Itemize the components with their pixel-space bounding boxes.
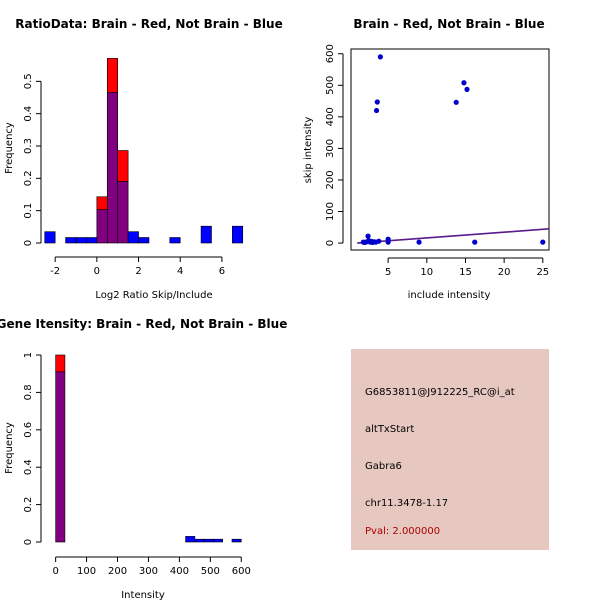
ratio-histogram-y-tick-label: 0: [23, 240, 34, 246]
ratio-histogram-y-tick-label: 0.4: [23, 106, 34, 122]
intensity-histogram-bar: [194, 538, 205, 543]
ratio-histogram-x-tick-label: 6: [219, 266, 225, 277]
scatter-x-tick-label: 20: [498, 267, 511, 278]
ratio-histogram-bar: [138, 237, 150, 244]
ratio-histogram-y-tick-label: 0.2: [23, 170, 34, 186]
intensity-histogram-y-tick-label: 0.2: [23, 497, 34, 513]
ratio-histogram-overlap-bar: [96, 209, 108, 244]
intensity-histogram-bar: [203, 538, 214, 543]
ratio-histogram-bar: [169, 237, 181, 244]
ratio-histogram-overlap-bar: [106, 92, 118, 244]
ratio-histogram-panel: RatioData: Brain - Red, Not Brain - Blue…: [4, 17, 283, 301]
scatter-point: [461, 80, 467, 86]
ratio-histogram-x-tick-label: 2: [135, 266, 141, 277]
scatter-point: [376, 238, 382, 244]
scatter-ylabel: skip intensity: [303, 117, 314, 184]
intensity-histogram-bar: [55, 354, 66, 373]
scatter-y-tick-label: 400: [325, 107, 336, 126]
ratio-histogram-bar: [200, 225, 212, 244]
intensity-histogram-x-tick-label: 200: [108, 566, 127, 577]
intensity-histogram-ylabel: Frequency: [4, 422, 15, 474]
ratio-histogram-bar: [117, 150, 129, 182]
scatter-point: [385, 239, 391, 245]
intensity-histogram-bar: [213, 538, 224, 543]
scatter-title: Brain - Red, Not Brain - Blue: [353, 17, 544, 31]
scatter-point: [374, 99, 380, 105]
intensity-histogram-x-tick-label: 0: [52, 566, 58, 577]
p-value: Pval: 2.000000: [365, 526, 441, 537]
intensity-histogram-y-tick-label: 0.6: [23, 422, 34, 438]
ratio-histogram-y-tick-label: 0.1: [23, 203, 34, 219]
scatter-xlabel: include intensity: [408, 290, 491, 301]
intensity-histogram-y-tick-label: 0.8: [23, 384, 34, 400]
ratio-histogram-title: RatioData: Brain - Red, Not Brain - Blue: [15, 17, 282, 31]
intensity-histogram-bar: [231, 538, 242, 543]
intensity-histogram-y-tick-label: 1: [23, 352, 34, 358]
ratio-histogram-bar: [44, 231, 56, 244]
ratio-histogram-overlap-bar: [117, 181, 129, 244]
intensity-histogram-bar: [185, 536, 196, 543]
intensity-histogram-x-tick-label: 300: [139, 566, 158, 577]
event-type: altTxStart: [365, 424, 415, 435]
intensity-histogram-x-tick-label: 400: [170, 566, 189, 577]
scatter-y-tick-label: 100: [325, 202, 336, 221]
ratio-histogram-y-tick-label: 0.5: [23, 73, 34, 89]
scatter-point: [540, 239, 546, 245]
intensity-histogram-x-tick-label: 600: [232, 566, 251, 577]
intensity-histogram-overlap-bar: [55, 371, 66, 543]
scatter-x-tick-label: 5: [385, 267, 391, 278]
scatter-x-tick-label: 15: [459, 267, 472, 278]
scatter-point: [472, 239, 478, 245]
scatter-panel: Brain - Red, Not Brain - Blue include in…: [303, 17, 550, 301]
scatter-y-tick-label: 600: [325, 44, 336, 63]
info-panel: G6853811@J912225_RC@i_at altTxStart Gabr…: [351, 349, 549, 550]
scatter-plot-box: [350, 48, 550, 251]
scatter-point: [373, 107, 380, 114]
scatter-point: [416, 239, 422, 245]
ratio-histogram-y-tick-label: 0.3: [23, 138, 34, 154]
scatter-point: [365, 233, 371, 239]
intensity-histogram-title: Gene Itensity: Brain - Red, Not Brain - …: [0, 317, 287, 331]
gene-name: Gabra6: [365, 461, 402, 472]
scatter-x-tick-label: 10: [420, 267, 433, 278]
intensity-histogram-xlabel: Intensity: [121, 590, 165, 600]
ratio-histogram-ylabel: Frequency: [4, 122, 15, 174]
ratio-histogram-x-tick-label: 0: [94, 266, 100, 277]
scatter-y-tick-label: 500: [325, 76, 336, 95]
scatter-point: [377, 54, 383, 60]
scatter-point: [464, 86, 470, 92]
intensity-histogram-y-tick-label: 0: [23, 539, 34, 545]
scatter-y-tick-label: 0: [325, 240, 336, 246]
probe-id: G6853811@J912225_RC@i_at: [365, 387, 515, 398]
ratio-histogram-xlabel: Log2 Ratio Skip/Include: [95, 290, 212, 301]
ratio-histogram-bar: [75, 237, 87, 244]
ratio-histogram-x-tick-label: 4: [177, 266, 183, 277]
ratio-histogram-bar: [232, 225, 244, 244]
intensity-histogram-x-tick-label: 100: [77, 566, 96, 577]
ratio-histogram-bar: [106, 58, 118, 93]
genomic-location: chr11.3478-1.17: [365, 498, 449, 509]
scatter-x-tick-label: 25: [536, 267, 549, 278]
intensity-histogram-x-tick-label: 500: [201, 566, 220, 577]
ratio-histogram-bar: [96, 196, 108, 210]
ratio-histogram-bar: [65, 237, 77, 244]
scatter-y-tick-label: 200: [325, 170, 336, 189]
scatter-y-tick-label: 300: [325, 139, 336, 158]
ratio-histogram-x-tick-label: -2: [50, 266, 60, 277]
ratio-histogram-bar: [86, 237, 98, 244]
scatter-point: [453, 99, 459, 105]
intensity-histogram-y-tick-label: 0.4: [23, 459, 34, 475]
ratio-histogram-bar: [127, 231, 139, 244]
intensity-histogram-panel: Gene Itensity: Brain - Red, Not Brain - …: [0, 317, 287, 600]
